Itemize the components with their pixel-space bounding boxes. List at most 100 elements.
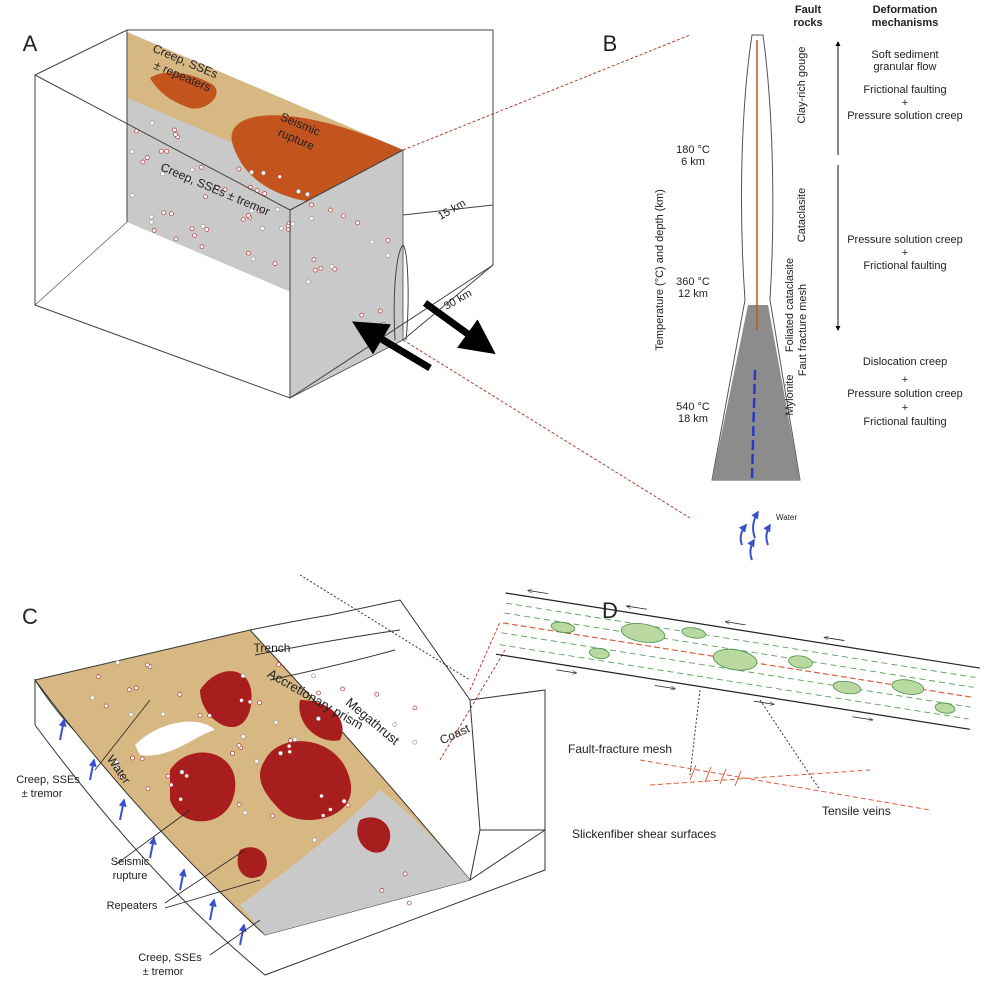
mechanism-label: Frictional faulting	[863, 416, 946, 428]
dot	[258, 701, 262, 705]
dot	[312, 258, 316, 262]
rock-label: Faut fracture mesh	[797, 284, 809, 376]
dot	[316, 717, 320, 721]
dot	[403, 872, 407, 876]
dot	[306, 280, 310, 284]
mechanism-label: Pressure solution creep	[847, 234, 963, 246]
dot	[261, 171, 265, 175]
dot	[260, 227, 264, 231]
dot	[382, 322, 386, 326]
mechanism-label: +	[902, 402, 908, 414]
mechanism-label: Frictional faulting	[863, 84, 946, 96]
mechanism-label: +	[902, 374, 908, 386]
dot	[146, 787, 150, 791]
depth-label: 30 km	[442, 287, 474, 312]
dot	[241, 674, 245, 678]
dot	[393, 722, 397, 726]
dot	[386, 253, 390, 257]
dot	[279, 751, 283, 755]
dot	[149, 215, 153, 219]
panel-letter: A	[23, 31, 38, 56]
rock-label: Mylonite	[784, 375, 796, 416]
dot	[293, 738, 297, 742]
mechanism-label: Soft sediment	[871, 49, 938, 61]
dot	[248, 700, 252, 704]
dot	[208, 714, 212, 718]
dot	[274, 721, 278, 725]
mechanism-label: +	[902, 247, 908, 259]
dot	[346, 803, 350, 807]
axis-label: Temperature (°C) and depth (km)	[654, 189, 666, 351]
zone-label: Creep, SSEs	[138, 952, 202, 964]
panel-d-detail	[640, 690, 930, 810]
dot	[169, 212, 173, 216]
column-header: rocks	[793, 17, 822, 29]
dot	[127, 688, 131, 692]
dot	[145, 156, 149, 160]
zone-label: Seismic	[111, 856, 150, 868]
dot	[378, 309, 382, 313]
dot	[375, 692, 379, 696]
dot	[329, 208, 333, 212]
dot	[287, 744, 291, 748]
dot	[241, 735, 245, 739]
dot	[309, 203, 313, 207]
feature-label: Coast	[437, 721, 472, 747]
dot	[370, 240, 374, 244]
dot	[190, 227, 194, 231]
dot	[134, 686, 138, 690]
connectors	[403, 35, 690, 760]
dot	[179, 797, 183, 801]
feature-label: Fault-fracture mesh	[568, 742, 672, 756]
dot	[231, 751, 235, 755]
panel-letter: C	[22, 604, 38, 629]
mechanism-label: Frictional faulting	[863, 260, 946, 272]
zone-label: rupture	[113, 870, 148, 882]
dot	[341, 687, 345, 691]
dot	[205, 227, 209, 231]
depth-label: 18 km	[678, 413, 708, 425]
dot	[273, 262, 277, 266]
depth-label: 12 km	[678, 288, 708, 300]
dot	[306, 192, 310, 196]
panel-letter: B	[603, 31, 618, 56]
mechanism-label: Dislocation creep	[863, 356, 947, 368]
dot	[251, 257, 255, 261]
dot	[255, 759, 259, 763]
dot	[174, 237, 178, 241]
dot	[243, 811, 247, 815]
mechanism-label: granular flow	[874, 61, 937, 73]
depth-label: 540 °C	[676, 401, 710, 413]
dot	[250, 170, 254, 174]
dot	[159, 149, 163, 153]
figure: ACreep, SSEs± repeatersSeismicruptureCre…	[0, 0, 987, 983]
mechanism-label: Pressure solution creep	[847, 110, 963, 122]
panel-letter: D	[602, 598, 618, 623]
feature-label: Slickenfiber shear surfaces	[572, 827, 716, 841]
column-header: mechanisms	[872, 17, 939, 29]
dot	[413, 706, 417, 710]
dot	[130, 150, 134, 154]
dot	[309, 216, 313, 220]
dot	[321, 814, 325, 818]
dot	[342, 799, 346, 803]
column-header: Deformation	[873, 4, 938, 16]
dot	[380, 888, 384, 892]
mechanism-label: +	[902, 97, 908, 109]
dot	[241, 217, 245, 221]
dot	[277, 663, 281, 667]
dot	[174, 133, 178, 137]
dot	[161, 712, 165, 716]
panel-d-band	[495, 587, 981, 735]
dot	[291, 222, 295, 226]
dot	[131, 756, 135, 760]
dot	[407, 901, 411, 905]
dot	[263, 192, 267, 196]
dot	[198, 713, 202, 717]
dot	[201, 224, 205, 228]
feature-label: Tensile veins	[822, 804, 891, 818]
dot	[130, 193, 134, 197]
dot	[386, 238, 390, 242]
dot	[246, 213, 250, 217]
zone-label: ± tremor	[22, 788, 63, 800]
